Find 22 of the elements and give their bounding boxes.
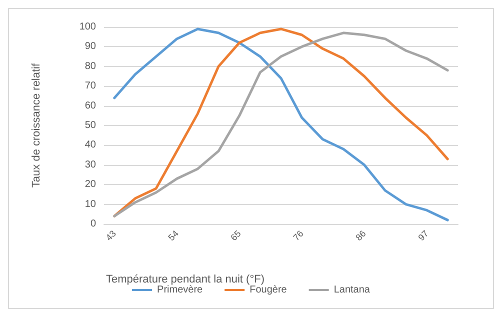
x-tick-label: 65	[228, 228, 243, 243]
y-tick-label: 70	[84, 80, 96, 92]
x-tick-label: 54	[166, 228, 180, 243]
y-axis-title: Taux de croissance relatif	[30, 62, 42, 188]
y-tick-label: 10	[84, 198, 96, 210]
y-tick-label: 90	[84, 41, 96, 52]
y-tick-label: 40	[84, 140, 96, 151]
x-tick-label: 86	[354, 228, 368, 243]
legend-label: Lantana	[334, 284, 370, 296]
x-tick-label: 43	[104, 228, 118, 243]
y-tick-label: 100	[79, 22, 96, 32]
x-axis-title: Température pendant la nuit (°F)	[106, 274, 264, 286]
x-tick-label: 76	[291, 228, 306, 243]
y-tick-label: 30	[84, 159, 96, 170]
y-tick-label: 50	[84, 120, 96, 131]
y-tick-label: 60	[84, 100, 96, 112]
legend-label: Fougère	[250, 284, 288, 296]
x-tick-label: 97	[416, 228, 430, 243]
y-tick-label: 0	[90, 218, 96, 230]
y-tick-label: 80	[84, 60, 96, 72]
y-tick-label: 20	[84, 179, 96, 190]
legend-label: Primevère	[157, 284, 204, 296]
